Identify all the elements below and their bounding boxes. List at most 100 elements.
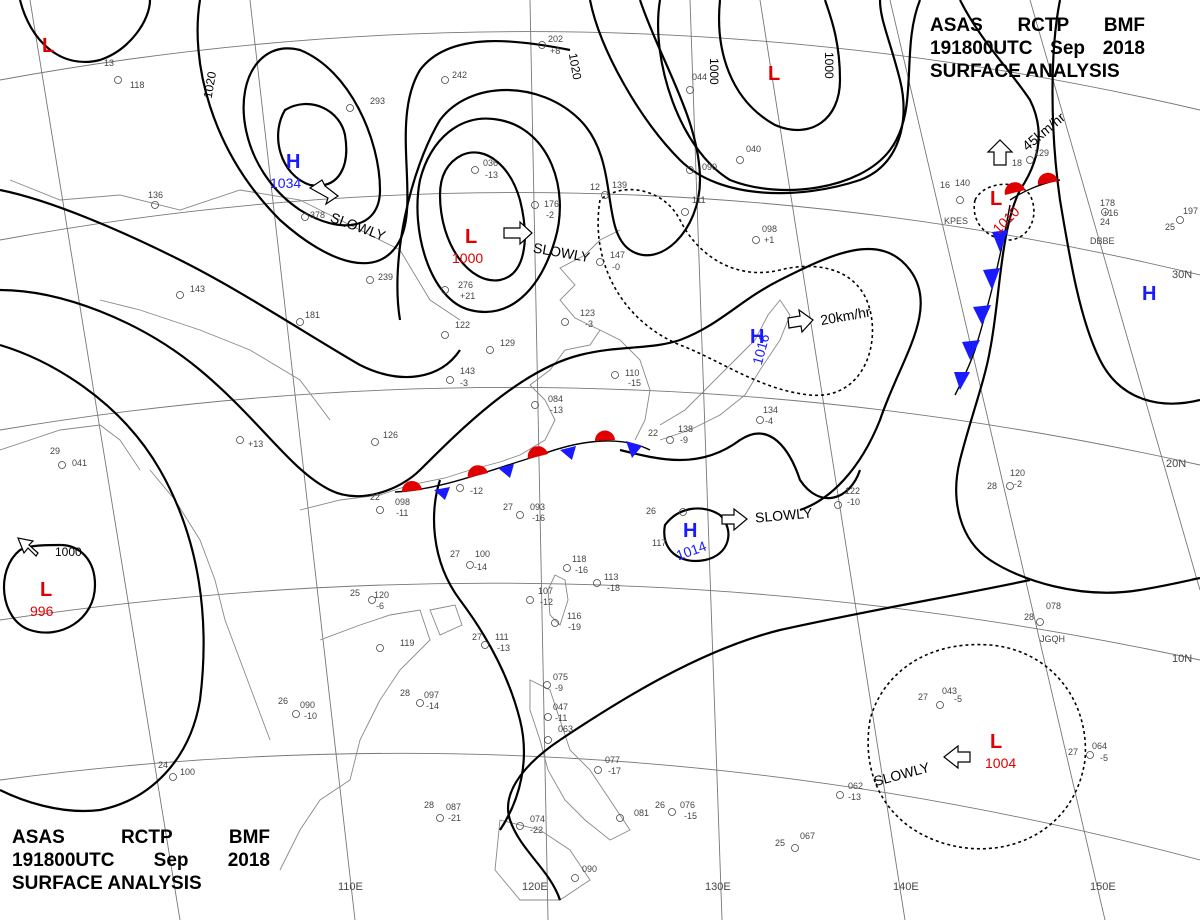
station-pressure: 118 — [130, 80, 144, 90]
coast-philippines — [529, 679, 631, 841]
isobar-10 — [588, 0, 905, 195]
station-marker — [611, 371, 619, 379]
station-pressure: 067 — [800, 831, 815, 841]
station-tendency: -5 — [954, 694, 962, 704]
station-pressure: 118 — [572, 554, 586, 564]
title-bottom-line-3: SURFACE ANALYSIS — [12, 873, 202, 894]
station-marker — [601, 191, 609, 199]
station-marker — [594, 766, 602, 774]
station-pressure: 140 — [955, 178, 970, 188]
station-temp: 18 — [1012, 158, 1022, 168]
station-pressure: 111 — [495, 632, 509, 642]
station-tendency: -3 — [585, 319, 593, 329]
station-marker — [563, 564, 571, 572]
station-tendency: -16 — [575, 565, 588, 575]
low-nw-letter: L — [42, 35, 54, 57]
station-tendency: -3 — [460, 378, 468, 388]
station-pressure: 111 — [692, 195, 706, 205]
station-pressure: 093 — [530, 502, 545, 512]
coast-border-2 — [99, 299, 331, 421]
station-marker — [1036, 618, 1044, 626]
station-temp: 26 — [655, 800, 665, 810]
isobar-13 — [955, 0, 1200, 594]
station-pressure: 100 — [180, 767, 195, 777]
station-marker — [666, 436, 674, 444]
cold-front-ne-triangle-5 — [954, 372, 970, 390]
station-pressure: 134 — [763, 405, 778, 415]
station-pressure: 078 — [1046, 601, 1061, 611]
station-tendency: -13 — [485, 170, 498, 180]
front-cold-triangle-3 — [560, 446, 576, 460]
station-tendency: -11 — [396, 508, 408, 518]
station-pressure: 097 — [424, 690, 439, 700]
coast-indochina — [279, 609, 431, 871]
cold-front-ne — [954, 172, 1061, 396]
station-pressure: 378 — [310, 210, 325, 220]
station-tendency: -11 — [555, 713, 567, 723]
isobar-18 — [559, 578, 1031, 741]
station-pressure: 098 — [395, 497, 410, 507]
title-top-line-1: ASAS RCTP BMF — [930, 14, 1145, 37]
cold-front-ne-triangle-3 — [973, 305, 991, 325]
title-bottom-line-2: 191800UTC Sep 2018 — [12, 849, 270, 872]
front-cold-triangle-2 — [498, 464, 514, 478]
station-temp: 27 — [503, 502, 513, 512]
station-tendency: -12 — [540, 597, 553, 607]
station-tendency: -5 — [1100, 753, 1108, 763]
front-warm-semicircle-2 — [467, 465, 488, 478]
station-pressure: 120 — [374, 590, 389, 600]
station-marker — [1026, 156, 1034, 164]
station-marker — [371, 438, 379, 446]
station-pressure: 062 — [848, 781, 863, 791]
station-marker — [466, 561, 474, 569]
lat-line-20n — [0, 386, 1200, 466]
station-marker — [516, 511, 524, 519]
station-temp: 27 — [918, 692, 928, 702]
station-tendency: -15 — [628, 378, 641, 388]
station-marker — [486, 346, 494, 354]
low-china-letter: L — [465, 226, 477, 248]
station-pressure: 136 — [148, 190, 163, 200]
station-marker — [531, 401, 539, 409]
station-marker — [756, 416, 764, 424]
station-tendency: -13 — [848, 792, 861, 802]
station-pressure: 147 — [610, 250, 625, 260]
title-top-code: BMF — [1103, 15, 1145, 36]
isobar-5 — [0, 188, 461, 379]
lat-label-20n: 20N — [1166, 458, 1186, 470]
station-marker — [236, 436, 244, 444]
cold-front-ne-triangle-1 — [992, 230, 1008, 252]
low-pacific-value: 1004 — [985, 755, 1016, 771]
station-temp: 25 — [350, 588, 360, 598]
station-pressure: 117 — [652, 538, 666, 548]
motion-arrow-high-japan — [787, 308, 814, 334]
station-marker — [441, 286, 449, 294]
station-pressure: 036 — [483, 158, 498, 168]
pressure-systems: L H 1034 L 1000 L H 1016 L 1010 H H 1014… — [30, 35, 1156, 771]
station-pressure: 077 — [605, 755, 620, 765]
station-pressure: 239 — [378, 272, 393, 282]
station-marker — [679, 508, 687, 516]
isobar-label-1020-a: 1020 — [201, 70, 219, 99]
station-pressure: 293 — [370, 96, 385, 106]
station-tendency: -10 — [847, 497, 860, 507]
station-marker — [446, 376, 454, 384]
station-temp: 27 — [472, 632, 482, 642]
isobar-6 — [0, 247, 922, 512]
station-temp: 25 — [775, 838, 785, 848]
low-pacific-letter: L — [990, 731, 1002, 753]
station-pressure: 043 — [942, 686, 957, 696]
motion-arrow-high-taiwan — [721, 507, 748, 532]
station-pressure: 143 — [460, 366, 475, 376]
coastlines — [0, 179, 791, 901]
station-pressure: 122 — [845, 486, 860, 496]
isobar-3 — [242, 47, 382, 227]
lon-label-120e: 120E — [522, 881, 548, 893]
station-marker — [596, 258, 604, 266]
isobar-11 — [718, 0, 842, 131]
station-marker — [441, 331, 449, 339]
station-tendency: -19 — [568, 622, 581, 632]
station-pressure: 242 — [452, 70, 467, 80]
